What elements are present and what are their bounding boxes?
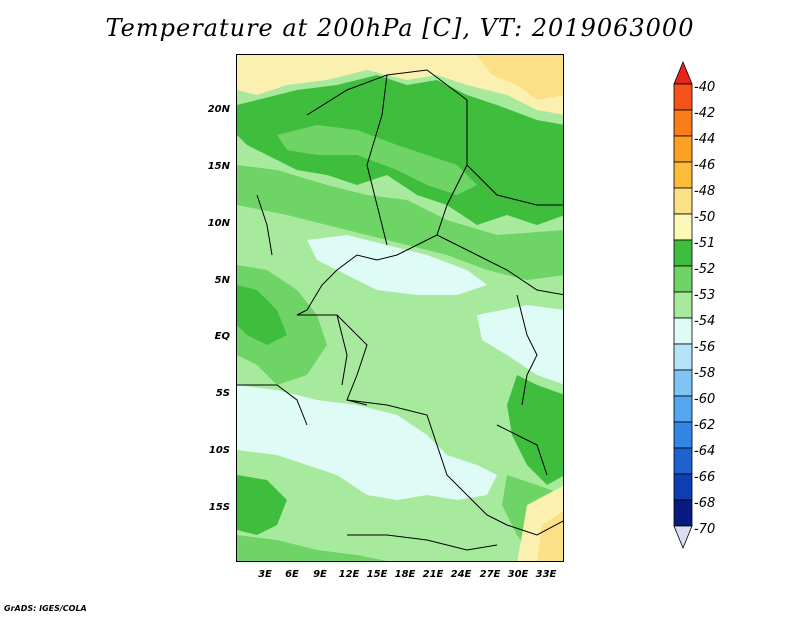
colorbar-swatch — [673, 291, 693, 319]
lat-label-5s: 5S — [215, 388, 230, 399]
colorbar-label: -64 — [694, 444, 716, 459]
colorbar-swatch — [673, 265, 693, 293]
lat-label-5n: 5N — [214, 275, 230, 286]
colorbar-label: -46 — [694, 158, 716, 173]
colorbar-label: -62 — [694, 418, 716, 433]
colorbar-top-arrow — [673, 60, 693, 85]
lon-label-3e: 3E — [258, 569, 272, 580]
colorbar-swatch — [673, 83, 693, 111]
colorbar-label: -53 — [694, 288, 716, 303]
lon-label-30e: 30E — [507, 569, 529, 580]
temperature-field — [237, 55, 563, 561]
lon-label-12e: 12E — [338, 569, 360, 580]
map-panel — [236, 54, 564, 562]
colorbar-label: -50 — [694, 210, 716, 225]
lat-label-eq: EQ — [214, 331, 230, 342]
lon-label-27e: 27E — [479, 569, 501, 580]
lat-label-10s: 10S — [208, 445, 230, 456]
colorbar-label: -51 — [694, 236, 716, 251]
colorbar-label: -68 — [694, 496, 716, 511]
colorbar-swatch — [673, 213, 693, 241]
colorbar-bottom-arrow — [673, 525, 693, 550]
colorbar-swatch — [673, 473, 693, 501]
colorbar-swatch — [673, 161, 693, 189]
lon-label-24e: 24E — [450, 569, 472, 580]
lon-label-18e: 18E — [394, 569, 416, 580]
colorbar-label: -60 — [694, 392, 716, 407]
colorbar-swatch — [673, 421, 693, 449]
colorbar-swatch — [673, 239, 693, 267]
colorbar-swatch — [673, 369, 693, 397]
lon-label-9e: 9E — [313, 569, 327, 580]
colorbar-label: -40 — [694, 80, 716, 95]
colorbar-swatch — [673, 395, 693, 423]
colorbar-swatch — [673, 447, 693, 475]
lon-label-33e: 33E — [535, 569, 557, 580]
lat-label-15n: 15N — [207, 161, 230, 172]
colorbar-label: -44 — [694, 132, 716, 147]
colorbar-swatch — [673, 187, 693, 215]
colorbar-swatch — [673, 135, 693, 163]
lat-label-20n: 20N — [207, 104, 230, 115]
lon-label-15e: 15E — [366, 569, 388, 580]
colorbar — [673, 60, 693, 550]
colorbar-swatch — [673, 499, 693, 527]
lat-label-10n: 10N — [207, 218, 230, 229]
colorbar-label: -70 — [694, 522, 716, 537]
colorbar-swatch — [673, 317, 693, 345]
colorbar-swatch — [673, 343, 693, 371]
colorbar-label: -58 — [694, 366, 716, 381]
chart-title: Temperature at 200hPa [C], VT: 201906300… — [105, 14, 695, 42]
lon-label-21e: 21E — [422, 569, 444, 580]
lon-label-6e: 6E — [285, 569, 299, 580]
colorbar-label: -48 — [694, 184, 716, 199]
grads-credit: GrADS: IGES/COLA — [4, 604, 87, 613]
colorbar-label: -42 — [694, 106, 716, 121]
colorbar-label: -56 — [694, 340, 716, 355]
lat-label-15s: 15S — [208, 502, 230, 513]
colorbar-label: -66 — [694, 470, 716, 485]
colorbar-swatch — [673, 109, 693, 137]
colorbar-label: -52 — [694, 262, 716, 277]
colorbar-label: -54 — [694, 314, 716, 329]
